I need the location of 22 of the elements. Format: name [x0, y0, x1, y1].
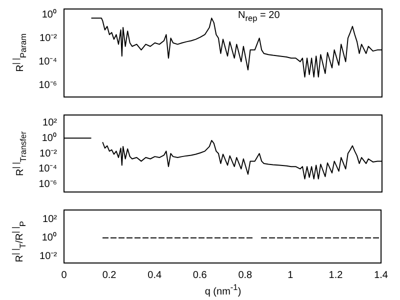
x-tick-label: 0.6	[192, 270, 208, 281]
y-tick-label: 10²	[42, 117, 58, 128]
x-tick-label: 0.2	[102, 270, 117, 281]
x-tick-label: 1.4	[374, 270, 388, 281]
y-tick-label: 10⁰	[42, 132, 57, 144]
y-tick-label: 10⁻⁶	[38, 80, 57, 91]
x-tick-label: 0.8	[238, 270, 253, 281]
y-tick-label: 10⁻²	[40, 251, 58, 262]
x-axis-title: q (nm$^{-1}$)	[204, 281, 242, 298]
annotation: N$_{rep}$ = 20	[238, 10, 280, 23]
y-tick-label: 10⁰	[42, 232, 57, 244]
x-tick-label: 1	[288, 270, 294, 281]
x-tick-label: 1.2	[328, 270, 344, 281]
y-tick-label: 10⁻⁶	[38, 179, 57, 190]
x-tick-label: 0	[61, 270, 68, 281]
y-tick-label: 10⁻⁴	[38, 164, 57, 175]
y-tick-label: 10⁰	[42, 8, 57, 20]
y-tick-label: 10⁻²	[40, 148, 58, 160]
y-tick-label: 10⁻²	[40, 32, 58, 44]
y-tick-label: 10²	[42, 214, 58, 226]
y-tick-label: 10⁻⁴	[38, 56, 57, 68]
x-tick-label: 0.4	[148, 270, 162, 281]
